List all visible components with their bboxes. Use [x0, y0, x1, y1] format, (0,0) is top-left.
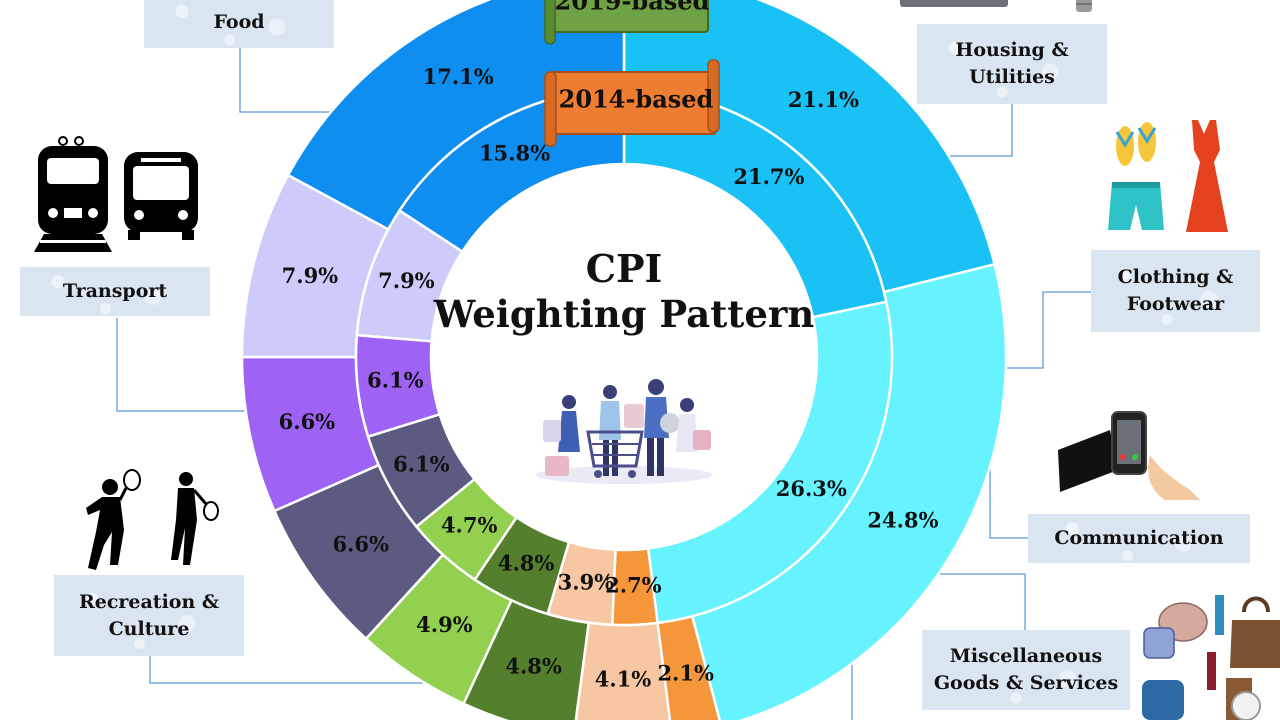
- ring1-label-segment-h: 6.6%: [279, 409, 336, 434]
- ring1-label-miscellaneous-goods-services-b: 4.9%: [416, 612, 473, 637]
- light-bulb-icon: [1076, 0, 1092, 12]
- banner-2014-based: 2014-based: [544, 59, 720, 147]
- category-transport: Transport: [20, 267, 210, 316]
- chart-title-line1: CPI: [586, 246, 663, 291]
- laptop-edge: [900, 0, 1008, 7]
- connector-clothing: [1003, 291, 1092, 369]
- ring2-label-clothing-footwear: 2.7%: [605, 572, 662, 597]
- ring1-label-food: 21.1%: [788, 87, 859, 112]
- bus-icon: [124, 152, 198, 240]
- category-housing-utilities: Housing & Utilities: [917, 24, 1107, 104]
- ring2-label-recreation-culture: 7.9%: [378, 268, 435, 293]
- ring1-label-housing-utilities: 24.8%: [867, 507, 938, 532]
- ring1-label-segment-g: 6.6%: [332, 531, 389, 556]
- category-food: Food: [144, 0, 334, 48]
- category-misc-goods-services: Miscellaneous Goods & Services: [922, 630, 1130, 710]
- ring2-label-miscellaneous-goods-services-b: 4.7%: [441, 513, 498, 538]
- chart-title-line2: Weighting Pattern: [433, 292, 815, 336]
- ring1-label-communication: 4.1%: [595, 667, 652, 692]
- category-clothing-footwear: Clothing & Footwear: [1091, 250, 1260, 332]
- dress-icon: [1186, 120, 1228, 232]
- connector-food: [239, 48, 340, 113]
- watch-icon: [1226, 678, 1261, 720]
- ring2-label-food: 21.7%: [733, 164, 804, 189]
- shoppers-icon: [536, 379, 712, 484]
- segment-labels: 21.1% 24.8% 2.1%4.1% 4.8% 4.9% 6.6% 6.6% 7.9% 17…: [279, 64, 939, 691]
- connector-communication: [989, 455, 1028, 539]
- sandals-icon: [1115, 122, 1157, 166]
- ring1-label-transport: 17.1%: [423, 64, 494, 89]
- connector-lines: [116, 48, 1092, 720]
- ring1-label-clothing-footwear: 2.1%: [657, 661, 714, 686]
- connector-transport: [116, 318, 245, 412]
- inner-ring-2014: [354, 87, 894, 627]
- ring1-label-miscellaneous-goods-services-a: 4.8%: [505, 654, 562, 679]
- connector-recreation: [149, 656, 455, 684]
- banner-2014-text: 2014-based: [559, 85, 714, 114]
- ring2-label-transport: 15.8%: [479, 140, 550, 165]
- ring1-label-recreation-culture: 7.9%: [282, 263, 339, 288]
- banner-2019-based: 2019-based: [544, 0, 710, 45]
- smartphone-icon: [1058, 411, 1200, 500]
- shorts-icon: [1108, 182, 1164, 230]
- ring2-label-housing-utilities: 26.3%: [776, 476, 847, 501]
- ring2-label-communication: 3.9%: [558, 569, 615, 594]
- category-recreation-culture: Recreation & Culture: [54, 575, 244, 656]
- ring2-label-segment-g: 6.1%: [393, 451, 450, 476]
- connector-misc: [918, 573, 1026, 630]
- category-communication: Communication: [1028, 514, 1250, 563]
- train-icon: [34, 136, 112, 252]
- banner-2019-text: 2019-based: [555, 0, 710, 16]
- ring2-label-segment-h: 6.1%: [367, 368, 424, 393]
- tennis-players-icon: [86, 469, 219, 570]
- handbag-icon: [1230, 596, 1280, 668]
- center-circle: [431, 164, 817, 550]
- ring2-label-miscellaneous-goods-services-a: 4.8%: [498, 551, 555, 576]
- cosmetics-icon: [1142, 595, 1224, 720]
